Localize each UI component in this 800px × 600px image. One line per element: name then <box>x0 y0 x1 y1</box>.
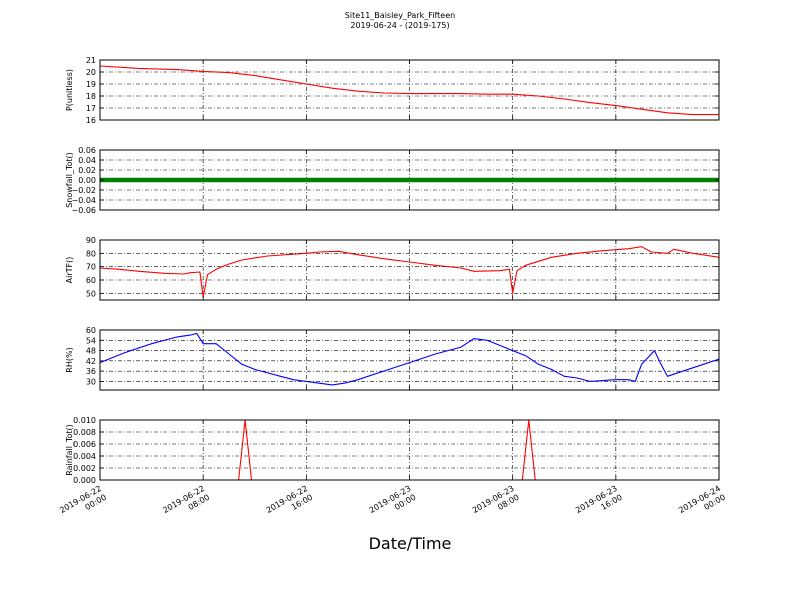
chart-title: Site11_Baisley_Park_Fifteen <box>344 11 456 20</box>
y-tick-label: −0.06 <box>71 206 96 215</box>
y-tick-label: 90 <box>86 236 96 245</box>
y-tick-label: 42 <box>86 357 96 366</box>
y-tick-label: 60 <box>86 276 96 285</box>
y-tick-label: 0.00 <box>78 176 96 185</box>
y-tick-label: 0.004 <box>73 452 96 461</box>
y-axis-label: RH(%) <box>65 347 74 372</box>
y-tick-label: 50 <box>86 289 96 298</box>
y-tick-label: 48 <box>86 347 96 356</box>
y-tick-label: 30 <box>86 377 96 386</box>
y-tick-label: 19 <box>86 80 96 89</box>
y-tick-label: 80 <box>86 249 96 258</box>
series-line-2 <box>99 246 720 298</box>
chart-subtitle: 2019-06-24 - (2019-175) <box>350 21 450 30</box>
y-tick-label: 0.010 <box>73 416 96 425</box>
y-axis-label: Rainfall_Tot() <box>65 424 74 476</box>
y-tick-label: 16 <box>86 116 96 125</box>
y-tick-label: 54 <box>86 336 96 345</box>
y-tick-label: 0.04 <box>78 156 96 165</box>
y-axis-label: AirTF() <box>65 257 74 284</box>
y-tick-label: 0.000 <box>73 476 96 485</box>
y-tick-label: 20 <box>86 68 96 77</box>
y-tick-label: −0.04 <box>71 196 96 205</box>
x-axis-label: Date/Time <box>368 534 452 553</box>
y-tick-label: −0.02 <box>71 186 96 195</box>
y-tick-label: 0.02 <box>78 166 96 175</box>
y-tick-label: 0.006 <box>73 440 96 449</box>
series-line-3 <box>99 332 720 386</box>
y-tick-label: 0.002 <box>73 464 96 473</box>
y-axis-label: Snowfall_Tot() <box>65 152 74 208</box>
y-axis-label: P(unitless) <box>65 69 74 111</box>
series-line-0 <box>99 65 719 116</box>
y-tick-label: 17 <box>86 104 96 113</box>
y-tick-label: 18 <box>86 92 96 101</box>
y-tick-label: 21 <box>86 56 96 65</box>
y-tick-label: 0.008 <box>73 428 96 437</box>
y-tick-label: 36 <box>86 367 96 376</box>
y-tick-label: 0.06 <box>78 146 96 155</box>
y-tick-label: 60 <box>86 326 96 335</box>
y-tick-label: 70 <box>86 263 96 272</box>
